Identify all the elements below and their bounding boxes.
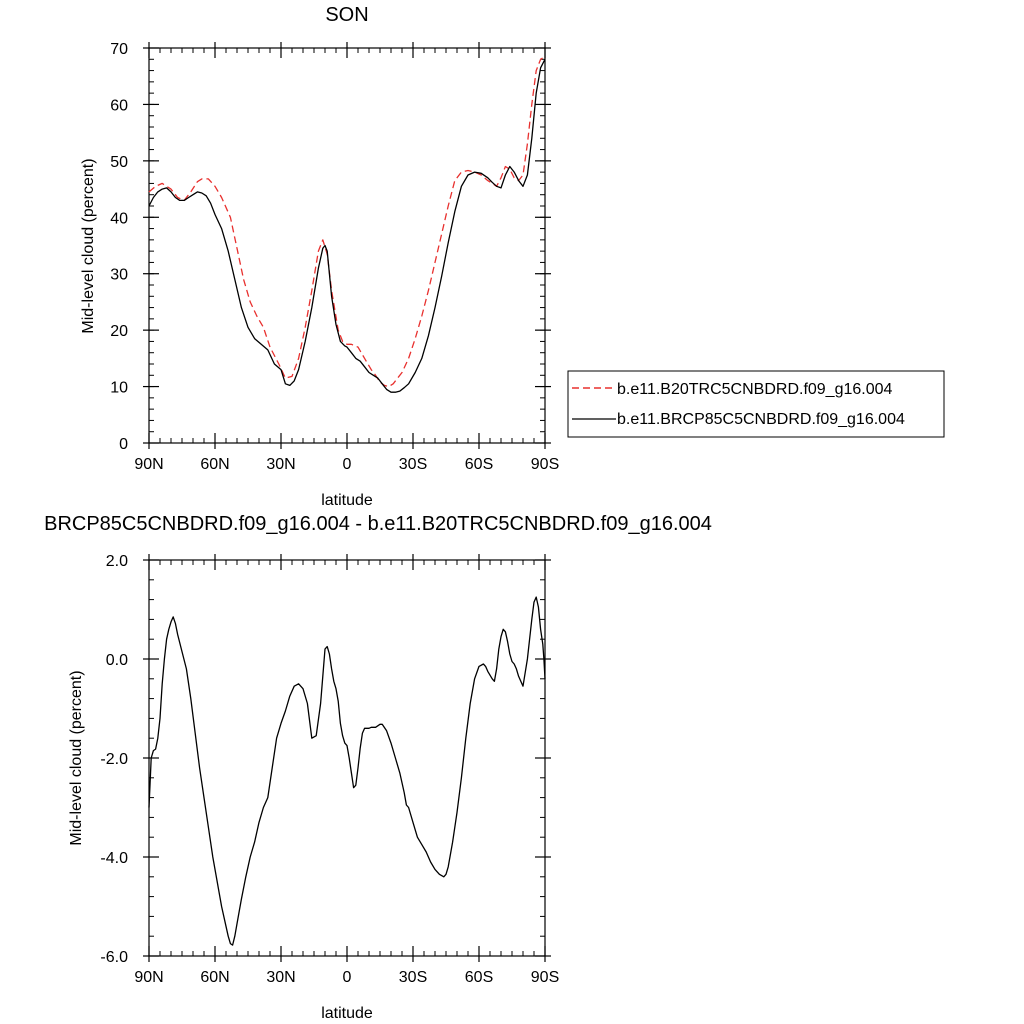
legend-box	[567, 370, 945, 438]
bottom-y-tick-label: 2.0	[106, 553, 128, 570]
top-panel: SON 90N 60N 30N 0 30S 60S 90S 0 10 20 30 40 50 60 70 l…	[80, 4, 559, 509]
top-x-tick-label: 90N	[134, 456, 163, 473]
top-y-tick-label: 20	[110, 323, 128, 340]
top-axis-ticks: 90N 60N 30N 0 30S 60S 90S 0 10 20 30 40 50 60 70	[110, 41, 559, 473]
top-series-line-0	[148, 55, 546, 388]
bottom-panel: BRCP85C5CNBDRD.f09_g16.004 - b.e11.B20TR…	[44, 513, 712, 1022]
bottom-axis-ticks: 90N 60N 30N 0 30S 60S 90S -6.0 -4.0 -2.0 0.0 2.0	[100, 553, 559, 986]
bottom-chart-title: BRCP85C5CNBDRD.f09_g16.004 - b.e11.B20TR…	[44, 513, 712, 535]
top-y-tick-label: 60	[110, 97, 128, 114]
bottom-y-axis-label: Mid-level cloud (percent)	[68, 670, 85, 845]
legend-label-rcp85: b.e11.BRCP85C5CNBDRD.f09_g16.004	[617, 411, 905, 428]
top-x-tick-label: 0	[343, 456, 352, 473]
top-plot-frame	[148, 47, 546, 444]
top-y-tick-label: 40	[110, 210, 128, 227]
top-y-tick-label: 10	[110, 380, 128, 397]
top-x-tick-label: 60S	[465, 456, 493, 473]
bottom-series-line-0	[148, 596, 546, 946]
top-x-axis-label: latitude	[321, 492, 373, 509]
bottom-y-tick-label: -2.0	[100, 751, 128, 768]
top-x-tick-label: 90S	[531, 456, 559, 473]
bottom-x-axis-label: latitude	[321, 1005, 373, 1022]
legend: b.e11.B20TRC5CNBDRD.f09_g16.004 b.e11.BR…	[567, 370, 945, 438]
top-y-tick-label: 0	[119, 436, 128, 453]
bottom-x-tick-label: 60N	[200, 969, 229, 986]
top-y-tick-label: 50	[110, 154, 128, 171]
bottom-x-tick-label: 90N	[134, 969, 163, 986]
bottom-x-tick-label: 30S	[399, 969, 427, 986]
top-x-tick-label: 30N	[266, 456, 295, 473]
bottom-x-tick-label: 90S	[531, 969, 559, 986]
top-series-line-1	[148, 59, 546, 393]
bottom-series-group	[148, 596, 546, 946]
bottom-x-tick-label: 30N	[266, 969, 295, 986]
top-x-tick-label: 30S	[399, 456, 427, 473]
top-y-axis-label: Mid-level cloud (percent)	[80, 158, 97, 333]
bottom-plot-frame	[148, 559, 546, 957]
top-chart-title: SON	[325, 4, 368, 26]
bottom-x-tick-label: 0	[343, 969, 352, 986]
top-series-group	[148, 55, 546, 393]
bottom-y-tick-label: 0.0	[106, 652, 128, 669]
top-y-tick-label: 30	[110, 267, 128, 284]
top-x-tick-label: 60N	[200, 456, 229, 473]
bottom-y-tick-label: -6.0	[100, 949, 128, 966]
bottom-x-tick-label: 60S	[465, 969, 493, 986]
top-y-tick-label: 70	[110, 41, 128, 58]
bottom-y-tick-label: -4.0	[100, 850, 128, 867]
legend-label-historical: b.e11.B20TRC5CNBDRD.f09_g16.004	[617, 381, 893, 398]
